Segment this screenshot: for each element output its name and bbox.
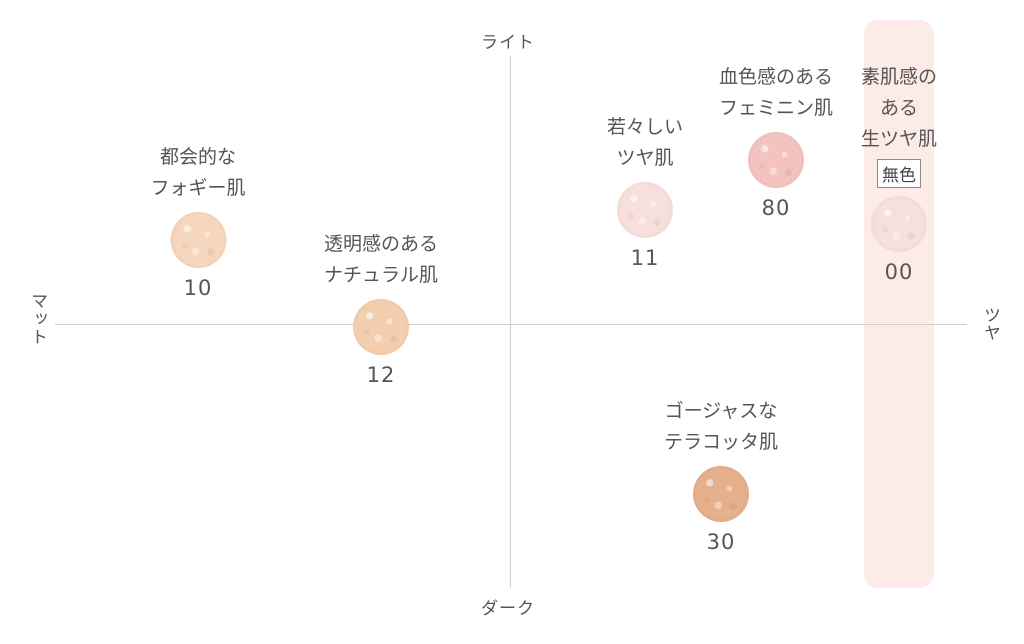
- powder-swatch-80: [747, 132, 804, 188]
- product-12: 透明感のある ナチュラル肌 12: [324, 229, 438, 387]
- highlight-column: [864, 20, 934, 588]
- powder-swatch-11: [616, 182, 673, 238]
- powder-swatch-10: [169, 212, 226, 268]
- axis-label-left: マット: [27, 292, 47, 346]
- product-number-11: 11: [630, 246, 660, 270]
- product-number-10: 10: [183, 276, 213, 300]
- product-11: 若々しい ツヤ肌 11: [607, 112, 683, 270]
- product-00-line-3: 生ツヤ肌: [860, 128, 938, 150]
- product-number-30: 30: [706, 530, 736, 554]
- product-00-line-1: 素肌感の: [860, 66, 938, 88]
- product-30-line-2: テラコッタ肌: [663, 431, 779, 453]
- product-11-line-1: 若々しい: [606, 116, 684, 138]
- product-12-line-1: 透明感のある: [323, 233, 439, 255]
- product-80-line-1: 血色感のある: [718, 66, 834, 88]
- axis-label-bottom: ダーク: [481, 599, 535, 619]
- product-00-line-2: ある: [879, 97, 919, 119]
- product-00: 素肌感の ある 生ツヤ肌 無色 00: [861, 62, 937, 284]
- product-30-line-1: ゴージャスな: [664, 400, 778, 422]
- product-80-line-2: フェミニン肌: [718, 97, 834, 119]
- product-30: ゴージャスな テラコッタ肌 30: [664, 396, 778, 554]
- axis-label-top: ライト: [481, 33, 535, 53]
- colorless-badge: 無色: [876, 159, 921, 188]
- powder-swatch-30: [692, 466, 749, 522]
- product-10-line-2: フォギー肌: [150, 177, 246, 199]
- product-11-line-2: ツヤ肌: [616, 147, 674, 169]
- product-10: 都会的な フォギー肌 10: [150, 142, 245, 300]
- product-number-00: 00: [884, 260, 914, 284]
- product-number-80: 80: [761, 196, 791, 220]
- axis-label-right: ツヤ: [980, 306, 1000, 342]
- product-80: 血色感のある フェミニン肌 80: [719, 62, 833, 220]
- product-number-12: 12: [366, 363, 396, 387]
- vertical-axis: [510, 56, 511, 588]
- product-12-line-2: ナチュラル肌: [323, 264, 439, 286]
- powder-swatch-00: [870, 196, 927, 252]
- horizontal-axis: [55, 324, 967, 325]
- product-10-line-1: 都会的な: [159, 146, 237, 168]
- powder-swatch-12: [352, 299, 409, 355]
